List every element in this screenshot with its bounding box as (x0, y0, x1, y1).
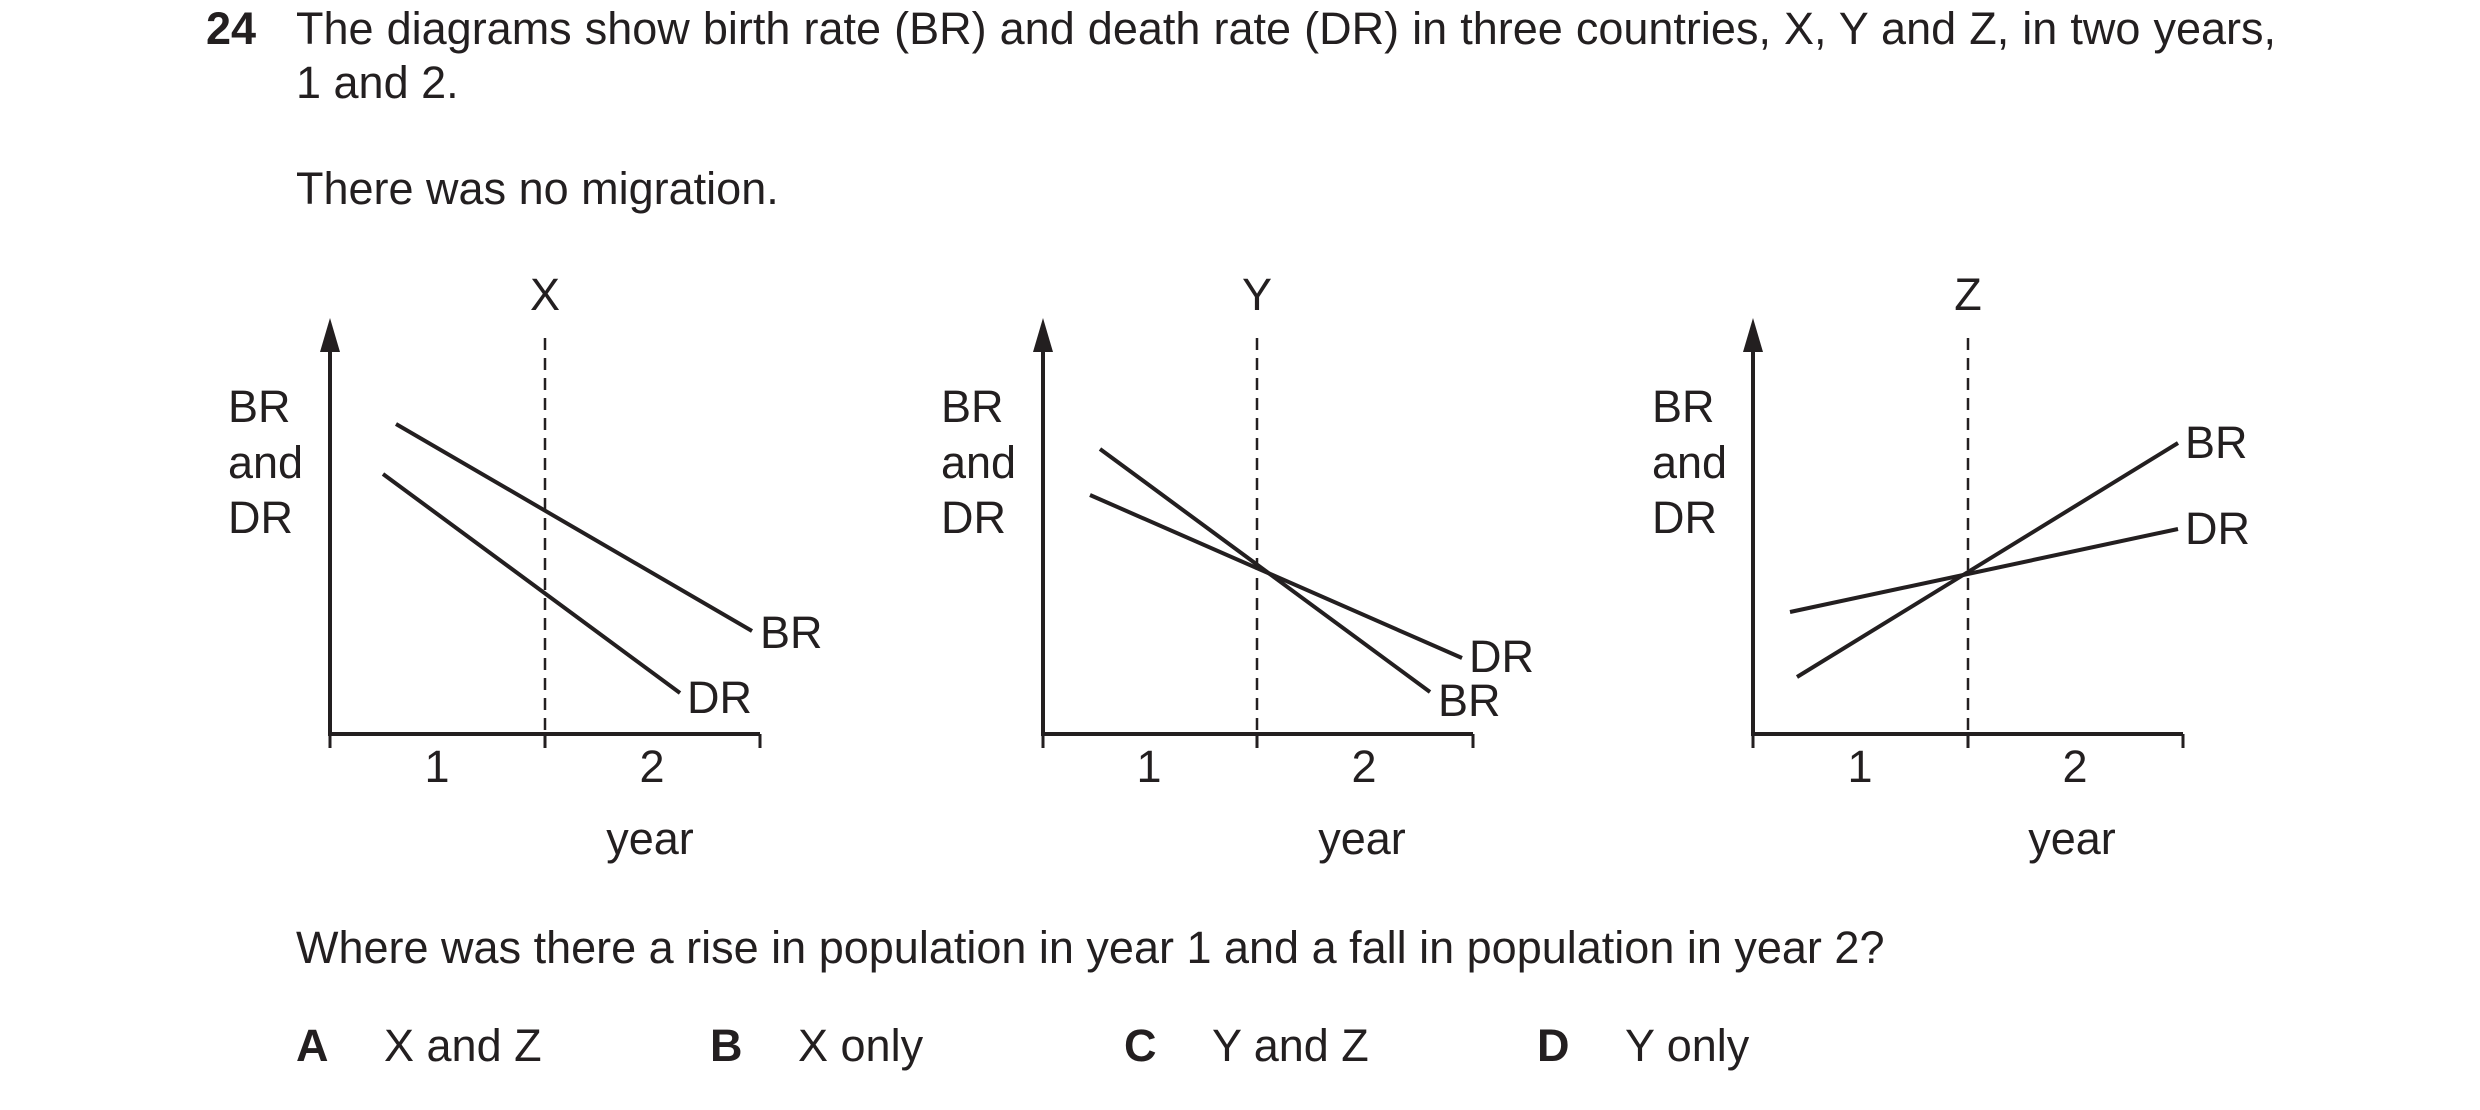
diagram-x-y-axis-arrow (320, 318, 340, 352)
diagram-x-tick-label-1: 1 (424, 741, 449, 792)
diagram-x-x-label: year (606, 813, 694, 864)
option-b-letter: B (710, 1020, 743, 1071)
diagram-z-x-label: year (2028, 813, 2116, 864)
diagram-x-title: X (530, 269, 560, 320)
diagram-x-dr-label: DR (687, 672, 752, 723)
diagram-x-y-label-line2: and (228, 437, 303, 488)
diagram-y: Y DR BR BR and DR 1 2 year (941, 269, 1534, 864)
option-c-text: Y and Z (1212, 1020, 1369, 1071)
question-note: There was no migration. (296, 163, 779, 214)
diagram-z-y-axis-arrow (1743, 318, 1763, 352)
question-stem: The diagrams show birth rate (BR) and de… (296, 3, 2276, 108)
option-c[interactable]: C Y and Z (1124, 1019, 1369, 1073)
diagram-x-y-label-line3: DR (228, 492, 293, 543)
option-d-letter: D (1537, 1020, 1570, 1071)
diagram-z-br-line (1795, 441, 2180, 679)
diagram-z-dr-line (1789, 527, 2179, 614)
diagram-y-y-label-line3: DR (941, 492, 1006, 543)
option-b-text: X only (798, 1020, 924, 1071)
diagram-z: Z BR DR BR and DR 1 2 year (1652, 269, 2250, 864)
diagram-x-y-label-line1: BR (228, 381, 291, 432)
diagram-y-title: Y (1242, 269, 1272, 320)
diagram-y-x-label: year (1318, 813, 1406, 864)
diagram-z-br-label: BR (2185, 417, 2248, 468)
diagram-y-tick-label-2: 2 (1351, 741, 1376, 792)
diagram-z-y-label-line2: and (1652, 437, 1727, 488)
diagram-z-dr-label: DR (2185, 503, 2250, 554)
diagram-z-tick-label-1: 1 (1847, 741, 1872, 792)
option-b[interactable]: B X only (710, 1019, 923, 1073)
diagram-x-tick-label-2: 2 (639, 741, 664, 792)
diagram-y-tick-label-1: 1 (1136, 741, 1161, 792)
question-number: 24 (206, 3, 257, 54)
diagram-x-br-line (394, 422, 754, 633)
diagram-y-y-axis-arrow (1033, 318, 1053, 352)
diagram-y-dr-label: DR (1469, 631, 1534, 682)
question-prompt: Where was there a rise in population in … (296, 922, 1885, 973)
option-c-letter: C (1124, 1020, 1157, 1071)
diagram-x-br-label: BR (760, 607, 823, 658)
option-a[interactable]: A X and Z (296, 1019, 542, 1073)
diagram-z-y-label-line1: BR (1652, 381, 1715, 432)
option-d-text: Y only (1625, 1020, 1750, 1071)
diagram-z-y-label-line3: DR (1652, 492, 1717, 543)
diagram-z-title: Z (1954, 269, 1982, 320)
diagram-x: X BR DR BR and DR 1 2 year (228, 269, 823, 864)
option-a-letter: A (296, 1020, 329, 1071)
diagram-y-y-label-line1: BR (941, 381, 1004, 432)
diagram-y-br-label: BR (1438, 675, 1501, 726)
diagram-y-y-label-line2: and (941, 437, 1016, 488)
diagram-y-dr-line (1089, 493, 1463, 660)
diagram-x-dr-line (381, 472, 682, 695)
diagram-z-tick-label-2: 2 (2062, 741, 2087, 792)
option-a-text: X and Z (384, 1020, 542, 1071)
option-d[interactable]: D Y only (1537, 1019, 1749, 1073)
